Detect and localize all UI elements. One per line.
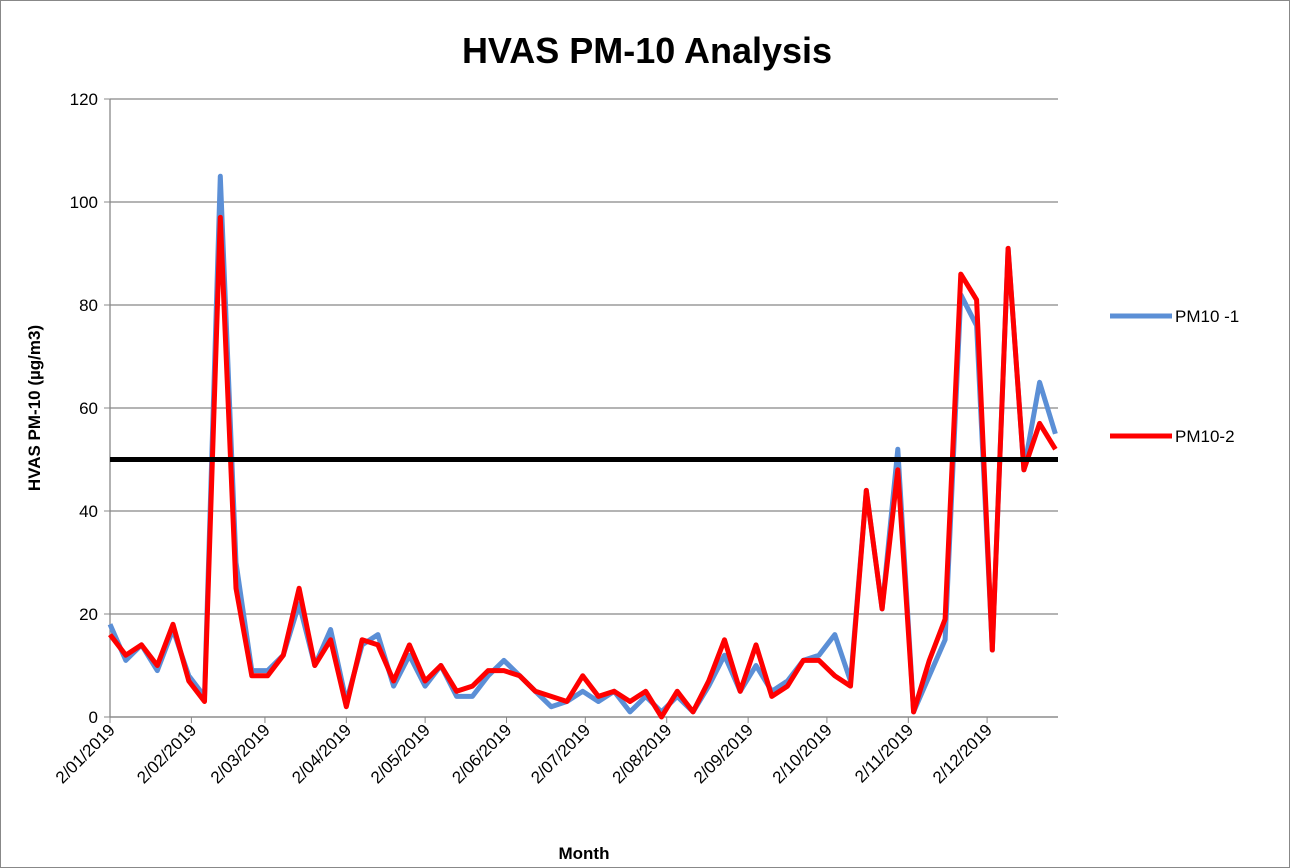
y-tick-label: 40 [79, 502, 98, 521]
y-tick-label: 20 [79, 605, 98, 624]
x-axis-label: Month [559, 844, 610, 863]
y-tick-label: 80 [79, 296, 98, 315]
y-tick-label: 60 [79, 399, 98, 418]
chart-title: HVAS PM-10 Analysis [462, 30, 832, 71]
y-tick-label: 120 [70, 90, 98, 109]
data-line [107, 173, 1058, 715]
data-line [108, 214, 1058, 720]
y-tick-label: 0 [89, 708, 98, 727]
legend-label: PM10-2 [1175, 427, 1235, 446]
legend-label: PM10 -1 [1175, 307, 1239, 326]
y-axis-label: HVAS PM-10 (µg/m3) [25, 325, 44, 491]
y-tick-label: 100 [70, 193, 98, 212]
